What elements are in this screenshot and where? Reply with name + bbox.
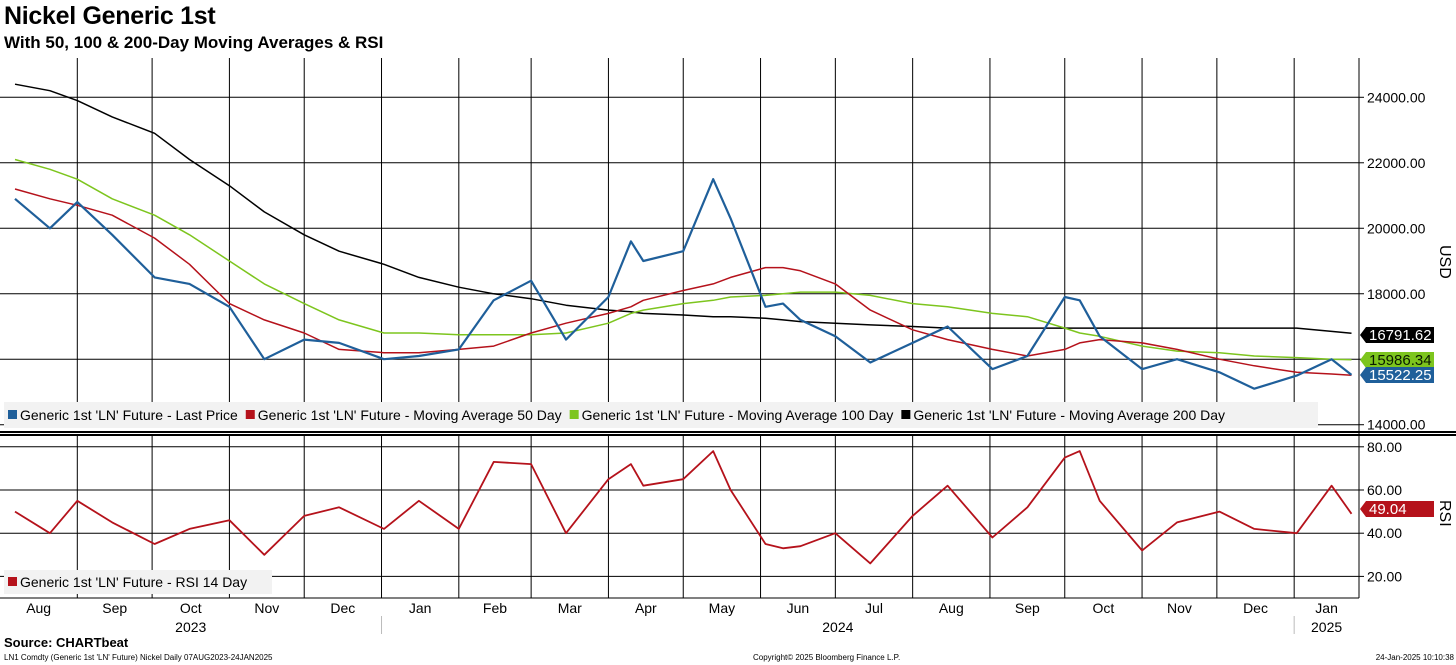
rsi-tick-label: 40.00: [1367, 525, 1402, 541]
last-value-tag: [1360, 352, 1434, 368]
legend-entry: Generic 1st 'LN' Future - Last Price: [20, 407, 238, 423]
x-month-label: Aug: [939, 600, 964, 616]
series-line-rsi: [14, 450, 1353, 565]
source-label: Source: CHARTbeat: [4, 635, 129, 650]
legend-swatch: [8, 410, 17, 419]
chart-subtitle: With 50, 100 & 200-Day Moving Averages &…: [4, 33, 384, 52]
x-month-label: Nov: [254, 600, 279, 616]
x-month-label: Aug: [26, 600, 51, 616]
legend-entry: Generic 1st 'LN' Future - RSI 14 Day: [20, 574, 247, 590]
series-line-ma200: [14, 83, 1352, 335]
x-month-label: Jul: [865, 600, 883, 616]
price-tick-label: 14000.00: [1367, 417, 1426, 433]
rsi-axis-title: RSI: [1436, 500, 1453, 527]
axes: 14000.0016000.0018000.0020000.0022000.00…: [0, 58, 1456, 635]
x-month-label: Jan: [409, 600, 432, 616]
x-month-label: Jan: [1315, 600, 1338, 616]
x-year-label: 2024: [822, 619, 853, 635]
price-tick-label: 20000.00: [1367, 220, 1426, 236]
x-month-label: Mar: [558, 600, 582, 616]
price-tick-label: 18000.00: [1367, 286, 1426, 302]
legend-swatch: [245, 410, 255, 419]
x-month-label: Sep: [1015, 600, 1040, 616]
series-line-ma100: [14, 158, 1352, 361]
legend-swatch: [569, 410, 579, 419]
footer-copyright: Copyright© 2025 Bloomberg Finance L.P.: [753, 653, 901, 662]
price-tick-label: 22000.00: [1367, 155, 1426, 171]
legend-entry: Generic 1st 'LN' Future - Moving Average…: [582, 407, 894, 423]
last-value-tag: [1360, 327, 1434, 343]
x-month-label: Jun: [787, 600, 810, 616]
x-month-label: May: [709, 600, 735, 616]
legend-swatch: [8, 577, 17, 586]
chart-title: Nickel Generic 1st: [4, 2, 216, 30]
x-year-label: 2025: [1311, 619, 1342, 635]
legend-entry: Generic 1st 'LN' Future - Moving Average…: [913, 407, 1225, 423]
rsi-tick-label: 20.00: [1367, 568, 1402, 584]
last-value-tag: [1360, 367, 1434, 383]
footer-timestamp: 24-Jan-2025 10:10:38: [1375, 653, 1454, 662]
series-lines: [14, 83, 1353, 565]
rsi-tick-label: 60.00: [1367, 482, 1402, 498]
price-tick-label: 24000.00: [1367, 89, 1426, 105]
last-value-tag: [1360, 501, 1434, 517]
x-month-label: Sep: [102, 600, 127, 616]
x-month-label: Oct: [180, 600, 202, 616]
x-month-label: Apr: [635, 600, 657, 616]
last-value-label: 15986.34: [1369, 352, 1432, 369]
last-value-label: 16791.62: [1369, 327, 1432, 344]
series-line-last-price: [14, 178, 1353, 390]
x-month-label: Feb: [483, 600, 507, 616]
x-month-label: Dec: [1243, 600, 1268, 616]
x-month-label: Dec: [330, 600, 355, 616]
rsi-legend-background: [4, 570, 272, 594]
price-axis-title: USD: [1436, 245, 1453, 279]
price-legend-background: [4, 402, 1318, 428]
x-year-label: 2023: [175, 619, 206, 635]
legends: Generic 1st 'LN' Future - Last Price Gene…: [4, 402, 1318, 594]
x-month-label: Nov: [1167, 600, 1192, 616]
legend-entry: Generic 1st 'LN' Future - Moving Average…: [258, 407, 562, 423]
x-month-label: Oct: [1093, 600, 1115, 616]
legend-swatch: [901, 410, 911, 419]
last-value-label: 49.04: [1369, 501, 1407, 518]
last-value-label: 15522.25: [1369, 367, 1432, 384]
footer-ticker: LN1 Comdty (Generic 1st 'LN' Future) Nic…: [4, 653, 273, 662]
series-line-ma50: [14, 188, 1352, 377]
rsi-tick-label: 80.00: [1367, 439, 1402, 455]
